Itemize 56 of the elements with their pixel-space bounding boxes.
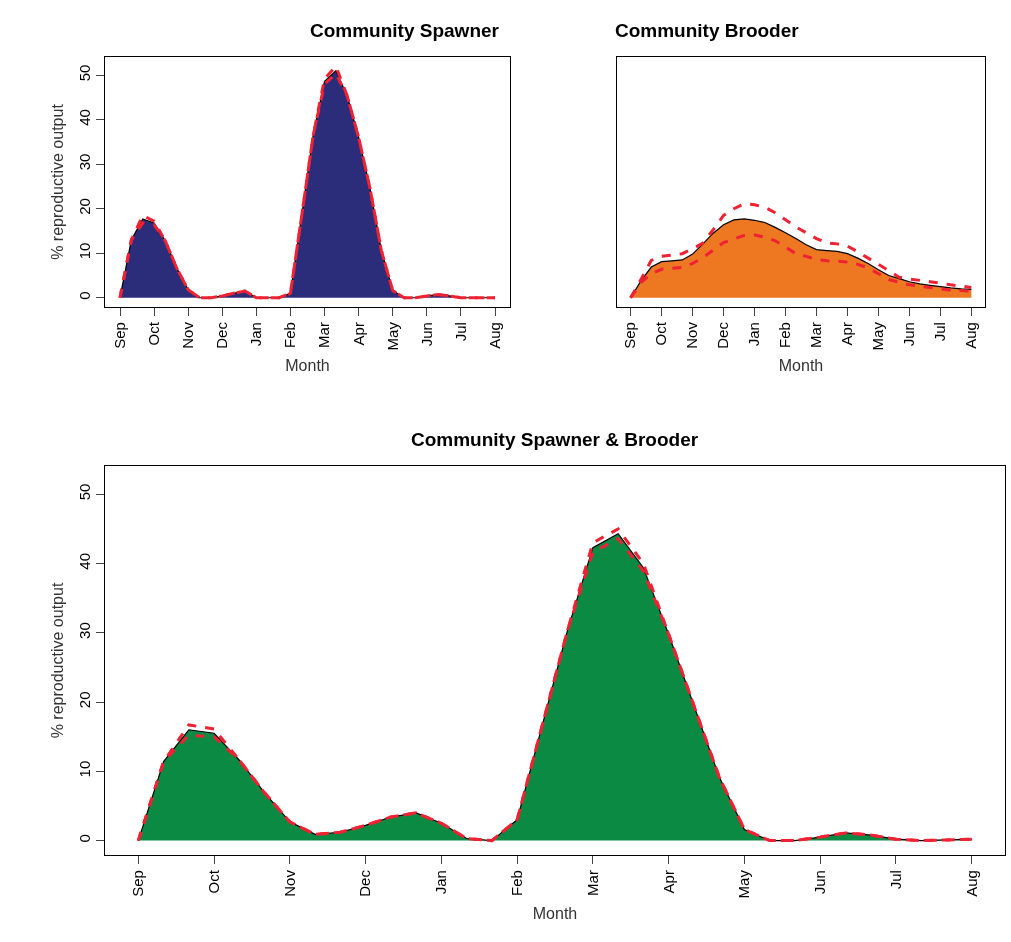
x-tick-label: Apr	[659, 870, 677, 894]
chart-title: Community Spawner & Brooder	[411, 429, 699, 450]
x-tick-label: Apr	[838, 322, 856, 346]
x-tick-label: Jan	[247, 322, 265, 347]
y-tick-label: 20	[75, 198, 93, 215]
x-tick-label: Sep	[621, 322, 639, 349]
y-axis-title: % reproductive output	[48, 103, 66, 260]
x-tick-label: Dec	[356, 869, 374, 897]
x-tick-label: Feb	[507, 870, 525, 896]
x-tick-label: Mar	[583, 870, 601, 896]
x-tick-label: Sep	[110, 322, 128, 349]
y-tick-label: 50	[75, 64, 93, 82]
chart-title: Community Spawner	[310, 20, 500, 41]
y-tick-label: 30	[75, 622, 93, 639]
x-tick-label: Mar	[315, 322, 333, 348]
x-tick-label: Jan	[745, 322, 763, 347]
y-tick-label: 40	[75, 109, 93, 126]
x-tick-label: Feb	[776, 322, 794, 348]
x-tick-label: Nov	[179, 321, 197, 349]
y-tick-label: 0	[75, 834, 93, 843]
x-tick-label: Jul	[451, 322, 469, 342]
x-tick-label: Sep	[129, 870, 147, 897]
x-tick-label: Jan	[432, 870, 450, 895]
x-tick-label: Jun	[417, 322, 435, 347]
x-axis-title: Month	[778, 357, 824, 375]
y-axis-title: % reproductive output	[48, 582, 66, 739]
x-tick-label: Dec	[213, 321, 231, 349]
x-tick-label: Jun	[811, 870, 829, 895]
x-tick-label: Dec	[714, 321, 732, 349]
x-tick-label: Nov	[683, 321, 701, 349]
x-tick-label: Apr	[349, 322, 367, 346]
x-tick-label: May	[735, 869, 753, 899]
y-tick-label: 10	[75, 242, 93, 260]
x-tick-label: Feb	[281, 322, 299, 348]
x-tick-label: May	[869, 321, 887, 351]
x-tick-label: Oct	[204, 869, 222, 894]
chart-title: Community Brooder	[615, 20, 800, 41]
y-tick-label: 10	[75, 760, 93, 778]
x-tick-label: Aug	[962, 322, 980, 349]
y-tick-label: 0	[75, 291, 93, 300]
y-tick-label: 20	[75, 691, 93, 709]
x-tick-label: Aug	[485, 322, 503, 349]
x-axis-title: Month	[285, 357, 330, 375]
y-tick-label: 30	[75, 153, 93, 171]
x-tick-label: Nov	[280, 869, 298, 897]
x-axis-title: Month	[532, 905, 578, 923]
x-tick-label: Jun	[900, 322, 918, 347]
x-tick-label: May	[383, 321, 401, 351]
x-tick-label: Jul	[931, 322, 949, 342]
x-tick-label: Oct	[144, 321, 162, 346]
x-tick-label: Oct	[652, 321, 670, 346]
x-tick-label: Mar	[807, 322, 825, 348]
x-tick-label: Jul	[886, 870, 904, 890]
y-tick-label: 40	[75, 552, 93, 570]
y-tick-label: 50	[75, 483, 93, 501]
x-tick-label: Aug	[962, 870, 980, 897]
